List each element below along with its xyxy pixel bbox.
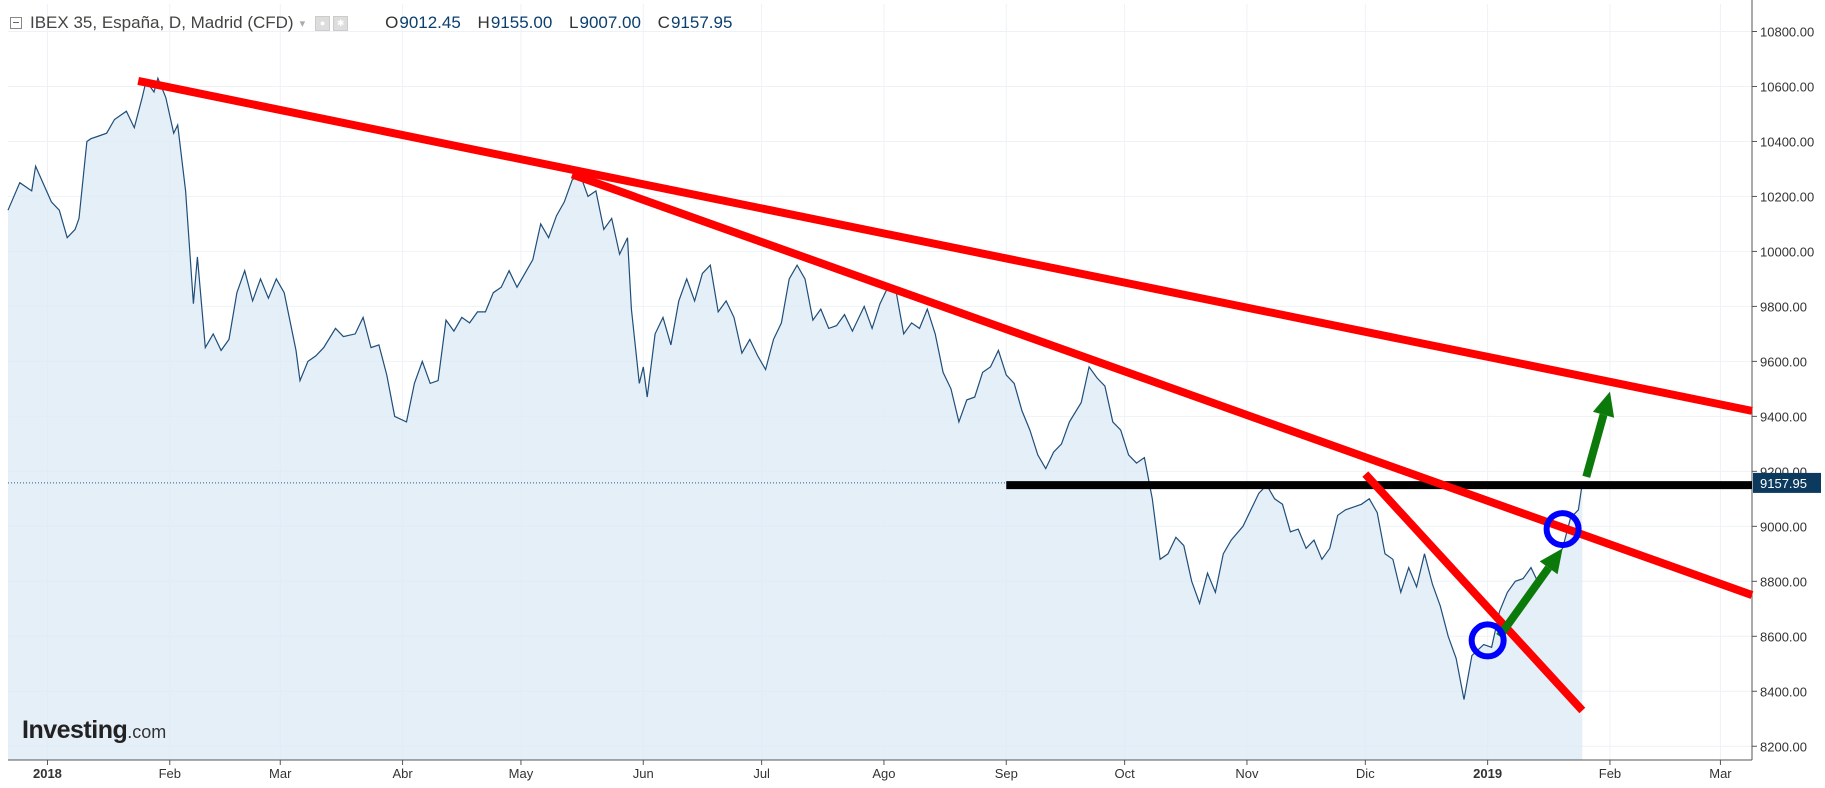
x-tick-label: Oct [1115, 766, 1136, 781]
high-label: H [477, 13, 490, 32]
y-tick-label: 10200.00 [1760, 189, 1814, 204]
x-tick-label: Ago [872, 766, 895, 781]
open-value: 9012.45 [399, 13, 461, 32]
x-tick-label: Jun [633, 766, 654, 781]
last-price-tag-label: 9157.95 [1760, 476, 1807, 491]
trend-arrow-shaft [1496, 565, 1552, 639]
y-tick-label: 9400.00 [1760, 409, 1807, 424]
visibility-icon[interactable]: ● [315, 15, 331, 31]
settings-icon[interactable]: ✱ [333, 15, 349, 31]
x-tick-label: Feb [1599, 766, 1621, 781]
x-tick-label: May [509, 766, 534, 781]
low-label: L [569, 13, 579, 32]
y-tick-label: 9000.00 [1760, 519, 1807, 534]
y-tick-label: 8600.00 [1760, 629, 1807, 644]
logo-suffix: .com [127, 722, 167, 742]
investing-logo: Investing.com [22, 716, 166, 745]
trend-arrow-head [1539, 548, 1563, 575]
y-tick-label: 9800.00 [1760, 299, 1807, 314]
y-tick-label: 8400.00 [1760, 684, 1807, 699]
close-value: 9157.95 [670, 13, 733, 32]
last-price-tag [1753, 472, 1821, 493]
y-tick-label: 9600.00 [1760, 354, 1807, 369]
high-value: 9155.00 [490, 13, 553, 32]
y-tick-label: 10400.00 [1760, 134, 1814, 149]
price-line [7, 76, 1583, 700]
trendline [137, 77, 1753, 415]
breakout-circle [1468, 621, 1507, 660]
trendline [1362, 471, 1586, 714]
y-tick-label: 8800.00 [1760, 574, 1807, 589]
x-tick-label: Mar [269, 766, 292, 781]
x-tick-label: Jul [753, 766, 770, 781]
price-area [8, 78, 1583, 760]
y-tick-label: 10000.00 [1760, 244, 1814, 259]
x-tick-label: Abr [392, 766, 413, 781]
chevron-down-icon[interactable]: ▾ [299, 17, 306, 30]
x-tick-label: Feb [159, 766, 181, 781]
instrument-title[interactable]: IBEX 35, España, D, Madrid (CFD) [30, 13, 294, 32]
close-label: C [657, 13, 670, 32]
trendline [570, 170, 1754, 599]
y-tick-label: 10800.00 [1760, 24, 1814, 39]
ohlc-readout: O9012.45 H9155.00 L9007.00 C9157.95 [373, 13, 732, 33]
trend-arrow-shaft [1582, 413, 1608, 478]
open-label: O [385, 13, 399, 32]
breakout-circle [1543, 510, 1582, 549]
x-tick-label: Nov [1235, 766, 1259, 781]
logo-brand: Investing [22, 716, 128, 744]
collapse-icon[interactable] [10, 17, 22, 29]
y-tick-label: 10600.00 [1760, 79, 1814, 94]
x-tick-label: 2018 [33, 766, 62, 781]
x-tick-label: Mar [1709, 766, 1732, 781]
trend-arrow-head [1592, 391, 1615, 418]
x-tick-label: Dic [1356, 766, 1375, 781]
chart-header: IBEX 35, España, D, Madrid (CFD) ▾ ● ✱ O… [10, 12, 732, 34]
low-value: 9007.00 [579, 13, 641, 32]
y-tick-label: 8200.00 [1760, 739, 1807, 754]
x-tick-label: Sep [995, 766, 1018, 781]
x-tick-label: 2019 [1473, 766, 1502, 781]
